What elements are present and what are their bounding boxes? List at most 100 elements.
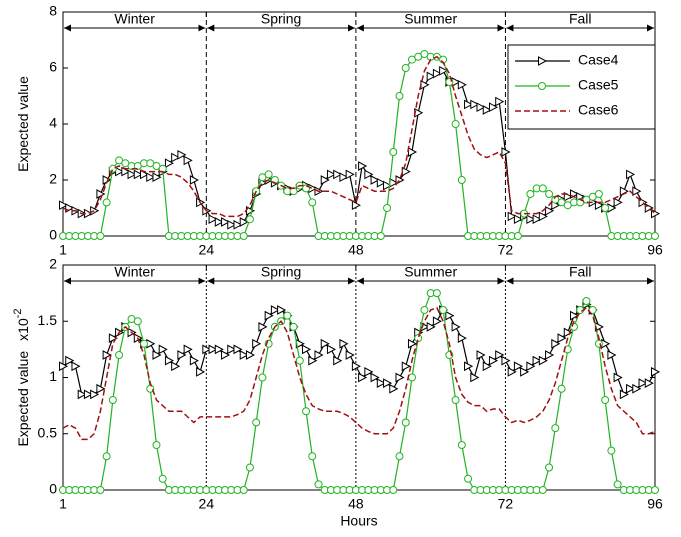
point [464, 474, 473, 483]
point [320, 338, 330, 349]
point [439, 65, 449, 76]
legend-marker [538, 56, 548, 66]
point [314, 350, 324, 360]
point [644, 378, 654, 388]
point [83, 389, 93, 400]
point [507, 367, 517, 377]
point [96, 232, 105, 240]
point [445, 78, 454, 86]
point [270, 305, 280, 315]
point [121, 166, 131, 177]
point [227, 219, 237, 230]
point [183, 155, 193, 166]
point [651, 486, 659, 494]
point [196, 367, 206, 377]
y-tick-label: 1.5 [38, 312, 58, 328]
point [401, 361, 411, 372]
point [395, 372, 405, 383]
x-tick-label: 96 [647, 496, 663, 512]
point [488, 102, 499, 113]
point [482, 361, 492, 372]
point [457, 333, 467, 343]
point [526, 190, 535, 198]
point [545, 190, 554, 198]
point [358, 161, 368, 171]
point [607, 350, 617, 360]
point [426, 71, 436, 82]
point [102, 452, 111, 461]
point [152, 441, 161, 449]
point [451, 322, 461, 332]
point [326, 344, 337, 355]
point [239, 486, 248, 494]
point [432, 316, 442, 327]
point [401, 418, 410, 427]
season-label: Summer [404, 11, 457, 27]
point [470, 99, 480, 110]
point [96, 486, 105, 494]
point [164, 158, 174, 169]
point [289, 322, 298, 331]
point [526, 361, 536, 372]
x-tick-label: 72 [498, 496, 514, 512]
point [277, 305, 287, 315]
point [520, 367, 530, 377]
x-tick-label: 1 [59, 242, 67, 258]
point [59, 200, 69, 211]
legend-box [507, 44, 656, 130]
point [245, 215, 254, 224]
point [351, 361, 361, 372]
point [538, 355, 548, 366]
y-tick-label: 8 [49, 3, 57, 19]
point [221, 217, 231, 227]
point [171, 361, 181, 372]
point [407, 338, 418, 349]
point [545, 205, 555, 216]
point [420, 306, 429, 314]
season-label: Spring [261, 11, 301, 27]
point [302, 344, 312, 355]
point [158, 344, 168, 355]
point [632, 383, 642, 394]
point [370, 372, 380, 383]
point [545, 463, 554, 472]
point [513, 361, 523, 372]
season-label: Fall [569, 11, 592, 27]
point [264, 310, 274, 321]
point [208, 344, 218, 355]
point [613, 480, 622, 489]
point [569, 310, 580, 321]
point [227, 344, 237, 355]
point [239, 350, 249, 360]
season-label: Spring [261, 264, 301, 280]
point [252, 338, 262, 349]
season-label: Fall [569, 264, 592, 280]
point [258, 322, 268, 332]
point [376, 378, 386, 388]
y-tick-label: 2 [49, 171, 57, 187]
point [183, 344, 193, 355]
point [445, 310, 455, 321]
point [601, 204, 610, 212]
point [90, 205, 100, 216]
x-tick-label: 24 [199, 242, 215, 258]
point [214, 217, 224, 227]
y-tick-label: 1 [49, 368, 57, 384]
point [532, 355, 542, 366]
x-tick-label: 96 [647, 242, 663, 258]
point [208, 214, 218, 225]
point [326, 169, 337, 180]
point [177, 350, 187, 360]
y-axis-label: Expected value x10-2 [12, 308, 31, 446]
point [177, 149, 187, 160]
point [495, 350, 505, 360]
point [364, 169, 374, 180]
point [383, 378, 393, 388]
point [252, 418, 261, 427]
point [221, 350, 231, 360]
point [557, 333, 567, 343]
point [164, 355, 174, 366]
point [401, 64, 410, 72]
point [140, 339, 149, 348]
